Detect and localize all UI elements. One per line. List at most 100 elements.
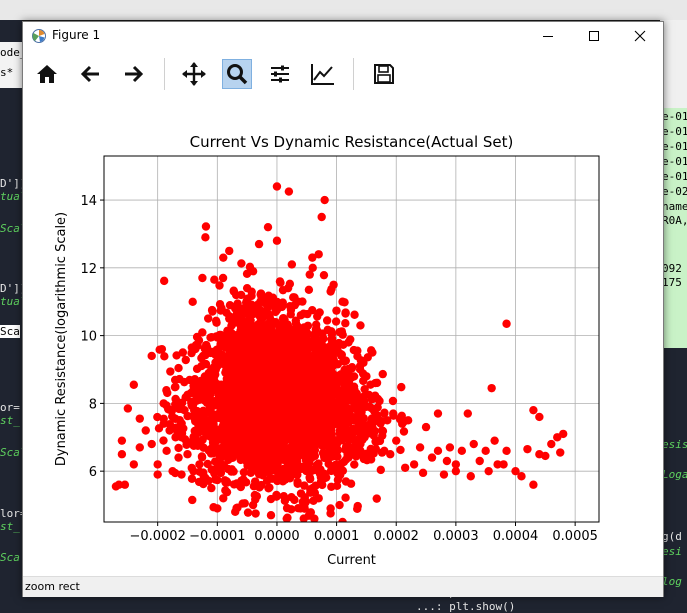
scatter-point [327, 376, 336, 385]
console-fragment: 092 [662, 262, 682, 275]
scatter-point [232, 358, 242, 367]
zoom-button[interactable] [222, 59, 252, 89]
editor-tab-label[interactable]: ode_ [0, 46, 27, 59]
x-tick-label: 0.0004 [493, 529, 539, 544]
scatter-point [372, 494, 381, 503]
scatter-point [238, 421, 248, 430]
scatter-point [223, 445, 233, 455]
y-tick-label: 10 [80, 330, 97, 345]
code-fragment: D']] [0, 177, 27, 190]
minimize-button[interactable] [525, 22, 571, 50]
back-button[interactable] [76, 59, 106, 89]
scatter-point [263, 222, 273, 232]
scatter-point [284, 363, 293, 372]
scatter-point [400, 463, 410, 472]
scatter-point [327, 482, 336, 491]
close-button[interactable] [617, 22, 663, 50]
scatter-point [194, 428, 203, 438]
scatter-point [308, 465, 317, 475]
scatter-point [272, 490, 281, 500]
scatter-point [263, 391, 272, 400]
window-titlebar[interactable]: Figure 1 [23, 22, 663, 50]
scatter-point [141, 426, 150, 435]
scatter-point [199, 471, 208, 481]
scatter-point [340, 429, 349, 438]
maximize-button[interactable] [571, 22, 617, 50]
scatter-point [174, 453, 183, 462]
edit-axis-button[interactable] [308, 59, 338, 89]
scatter-point [278, 403, 287, 412]
scatter-point [287, 260, 297, 269]
scatter-point [299, 309, 308, 318]
y-tick-label: 8 [89, 397, 97, 412]
scatter-point [117, 436, 127, 445]
scatter-point [350, 310, 359, 319]
scatter-point [305, 473, 314, 482]
scatter-point [220, 417, 229, 426]
scatter-point [327, 334, 337, 343]
console-fragment: esis [662, 438, 687, 451]
scatter-point [511, 466, 520, 476]
code-fragment: or= [0, 401, 20, 414]
home-icon [37, 65, 57, 83]
scatter-point [341, 308, 350, 317]
home-button[interactable] [32, 59, 62, 89]
scatter-point [129, 380, 139, 389]
scatter-point [293, 479, 302, 488]
scatter-point [254, 320, 263, 329]
scatter-point [463, 409, 472, 418]
code-fragment: Scal [0, 446, 27, 459]
scatter-point [195, 460, 204, 469]
scatter-point [187, 463, 196, 473]
scatter-point [273, 361, 282, 371]
scatter-point [377, 448, 387, 457]
scatter-point [274, 456, 284, 465]
figure-canvas[interactable]: −0.0002 −0.0001 0.0000 0.0001 0.0002 0.0003 0.… [23, 22, 663, 575]
scatter-point [418, 468, 428, 478]
scatter-point [211, 362, 220, 371]
scatter-point [249, 465, 258, 475]
scatter-point [259, 467, 268, 476]
pan-button[interactable] [179, 59, 209, 89]
scatter-point [286, 305, 296, 315]
scatter-point [242, 269, 252, 279]
scatter-point [249, 459, 259, 468]
save-button[interactable] [369, 59, 399, 89]
scatter-point [355, 425, 364, 434]
scatter-point [246, 424, 256, 434]
scatter-point [225, 246, 234, 256]
scatter-point [200, 424, 209, 434]
scatter-point [334, 338, 344, 348]
scatter-point [290, 469, 299, 479]
scatter-point [351, 452, 361, 461]
forward-button[interactable] [118, 59, 148, 89]
scatter-point [300, 399, 310, 408]
scatter-point [318, 480, 327, 490]
scatter-point [366, 380, 375, 389]
scatter-point [209, 419, 218, 429]
scatter-point [213, 348, 222, 357]
scatter-point [188, 495, 197, 505]
scatter-point [209, 503, 218, 512]
scatter-point [253, 372, 262, 381]
scatter-point [206, 333, 215, 342]
pan-icon [182, 62, 206, 86]
scatter-point [345, 442, 354, 452]
scatter-point [203, 314, 213, 323]
scatter-point [242, 389, 251, 398]
editor-tab-label-2[interactable]: s* [0, 66, 14, 79]
scatter-point [210, 275, 219, 284]
scatter-point [366, 346, 376, 355]
scatter-point [219, 395, 228, 404]
back-arrow-icon [80, 65, 99, 83]
scatter-point [267, 316, 276, 326]
configure-subplots-button[interactable] [265, 59, 295, 89]
scatter-point [320, 195, 329, 205]
scatter-point [303, 345, 312, 354]
scatter-point [227, 384, 236, 393]
scatter-point [300, 481, 309, 490]
scatter-point [226, 422, 236, 432]
scatter-point [376, 465, 385, 475]
scatter-point [499, 460, 508, 469]
scatter-point [229, 334, 238, 343]
